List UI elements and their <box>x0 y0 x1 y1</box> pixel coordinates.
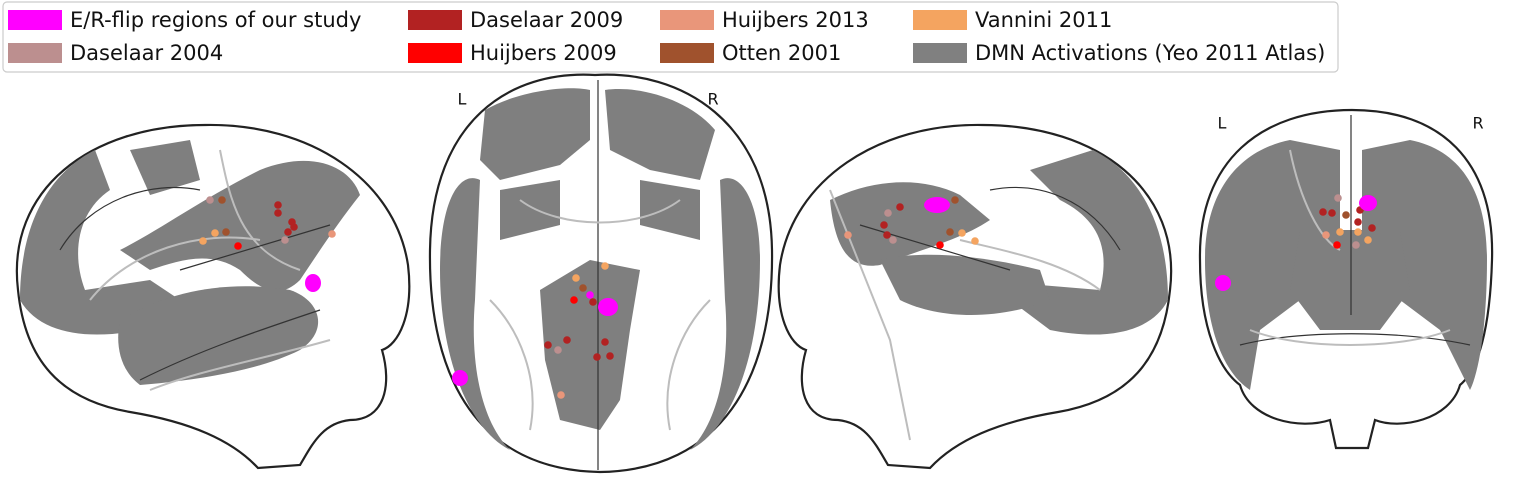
legend-label: Huijbers 2013 <box>722 8 869 32</box>
orientation-right: R <box>1472 114 1483 133</box>
sulcus <box>89 149 331 391</box>
brain-coronal: L R <box>1198 108 1494 450</box>
activation-dot <box>1342 211 1350 219</box>
dmn-region <box>440 178 760 451</box>
activation-dot <box>222 228 230 236</box>
legend-label: Vannini 2011 <box>975 8 1112 32</box>
activation-dot <box>1352 241 1360 249</box>
er-flip-region <box>305 274 321 292</box>
activation-dot <box>199 237 207 245</box>
activation-dot <box>1354 218 1362 226</box>
brain-right-sagittal <box>777 123 1173 470</box>
legend-swatch <box>8 10 62 30</box>
activation-dot <box>1333 241 1341 249</box>
activation-dot <box>958 229 966 237</box>
activation-dot <box>218 196 226 204</box>
er-flip-region <box>452 370 468 386</box>
activation-dots <box>199 194 1377 399</box>
fissure <box>59 186 331 381</box>
dmn-region <box>480 88 715 180</box>
activation-dot <box>570 296 578 304</box>
activation-dot <box>281 236 289 244</box>
activation-dot <box>884 209 892 217</box>
legend-swatch <box>913 10 967 30</box>
dmn-region <box>118 286 319 385</box>
activation-dot <box>284 228 292 236</box>
activation-dot <box>579 284 587 292</box>
activation-dot <box>274 209 282 217</box>
activation-dot <box>1368 224 1376 232</box>
dmn-region <box>1290 230 1410 330</box>
activation-dot <box>586 291 594 299</box>
activation-dot <box>593 353 601 361</box>
activation-dot <box>557 391 565 399</box>
fissure <box>1239 115 1471 346</box>
activation-dot <box>606 352 614 360</box>
er-flip-region <box>1359 195 1377 211</box>
legend-label: E/R-flip regions of our study <box>70 8 361 32</box>
brain-left-sagittal <box>15 123 411 470</box>
activation-dot <box>1322 231 1330 239</box>
activation-dot <box>328 230 336 238</box>
dmn-region <box>130 140 200 195</box>
activation-dot <box>544 341 552 349</box>
activation-dot <box>1334 194 1342 202</box>
legend-label: DMN Activations (Yeo 2011 Atlas) <box>975 41 1325 65</box>
activation-dot <box>1319 208 1327 216</box>
orientation-left: L <box>458 90 467 109</box>
sulcus <box>489 199 711 431</box>
activation-dot <box>936 241 944 249</box>
legend-swatch <box>660 43 714 63</box>
activation-dot <box>601 338 609 346</box>
activation-dot <box>211 229 219 237</box>
activation-dot <box>946 228 954 236</box>
activation-dot <box>554 346 562 354</box>
activation-dot <box>883 231 891 239</box>
legend-label: Otten 2001 <box>722 41 841 65</box>
legend-swatch <box>8 43 62 63</box>
dmn-region <box>1010 150 1168 335</box>
dmn-region <box>1362 140 1487 390</box>
legend-label: Daselaar 2004 <box>70 41 223 65</box>
activation-dot <box>1328 209 1336 217</box>
activation-dot <box>880 221 888 229</box>
activation-dot <box>206 196 214 204</box>
brain-axial: L R <box>428 73 774 474</box>
activation-dot <box>971 237 979 245</box>
legend: E/R-flip regions of our study Daselaar 20… <box>8 8 1325 65</box>
activation-dot <box>572 274 580 282</box>
er-flip-region <box>924 197 950 213</box>
activation-dot <box>889 236 897 244</box>
activation-dot <box>601 262 609 270</box>
er-flip-region <box>1215 275 1231 291</box>
activation-dot <box>844 231 852 239</box>
activation-dot <box>951 196 959 204</box>
activation-dot <box>1364 236 1372 244</box>
activation-dot <box>563 336 571 344</box>
legend-swatch <box>408 43 462 63</box>
orientation-right: R <box>707 90 718 109</box>
activation-dot <box>234 242 242 250</box>
orientation-left: L <box>1218 114 1227 133</box>
er-flip-region <box>598 298 618 316</box>
legend-swatch <box>913 43 967 63</box>
legend-label: Huijbers 2009 <box>470 41 617 65</box>
legend-label: Daselaar 2009 <box>470 8 623 32</box>
legend-swatch <box>660 10 714 30</box>
activation-dot <box>589 298 597 306</box>
legend-frame <box>2 1 1339 73</box>
activation-dot <box>1354 228 1362 236</box>
activation-dot <box>290 223 298 231</box>
activation-dot <box>1336 228 1344 236</box>
legend-swatch <box>408 10 462 30</box>
dmn-region <box>830 182 990 266</box>
activation-dot <box>274 201 282 209</box>
dmn-region <box>120 160 360 291</box>
dmn-region <box>500 180 700 240</box>
activation-dot <box>896 203 904 211</box>
dmn-region <box>20 150 180 335</box>
